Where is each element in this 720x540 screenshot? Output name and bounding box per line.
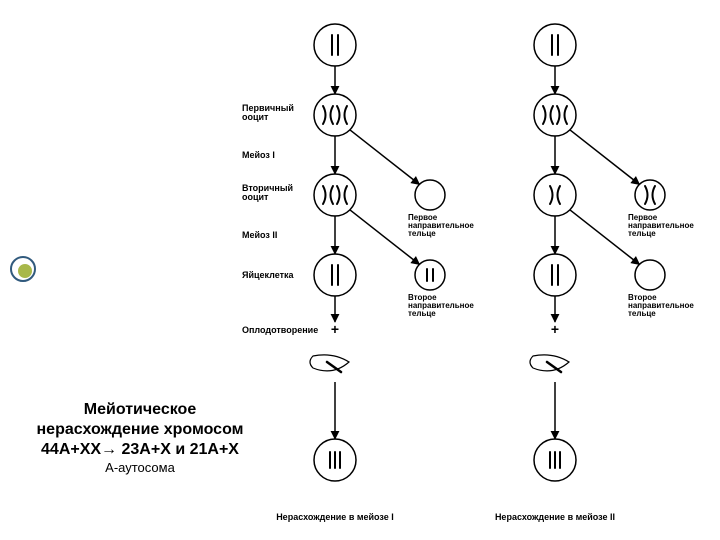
svg-text:Мейоз II: Мейоз II	[242, 230, 277, 240]
svg-text:Первичныйооцит: Первичныйооцит	[242, 103, 294, 122]
svg-text:Вторичныйооцит: Вторичныйооцит	[242, 183, 293, 202]
svg-text:Нерасхождение в мейозе II: Нерасхождение в мейозе II	[495, 512, 615, 522]
title-block: Мейотическое нерасхождение хромосом 44A+…	[20, 400, 260, 476]
title-sub: A-аутосома	[20, 460, 260, 476]
title-line-2: нерасхождение хромосом	[20, 420, 260, 440]
svg-text:Яйцеклетка: Яйцеклетка	[242, 270, 295, 280]
svg-text:Второенаправительноетельце: Второенаправительноетельце	[408, 293, 474, 318]
title-line-3: 44A+XX→ 23A+X и 21A+X	[20, 440, 260, 460]
svg-text:Первоенаправительноетельце: Первоенаправительноетельце	[408, 213, 474, 238]
svg-text:Первоенаправительноетельце: Первоенаправительноетельце	[628, 213, 694, 238]
svg-text:Мейоз I: Мейоз I	[242, 150, 275, 160]
svg-text:+: +	[331, 321, 339, 337]
title-line-1: Мейотическое	[20, 400, 260, 420]
svg-text:Оплодотворение: Оплодотворение	[242, 325, 318, 335]
meiosis-diagram: Первичныйооцит Мейоз I Вторичныйооцит Перво…	[240, 0, 720, 540]
page: Мейотическое нерасхождение хромосом 44A+…	[0, 0, 720, 540]
svg-text:Нерасхождение в мейозе I: Нерасхождение в мейозе I	[276, 512, 394, 522]
svg-text:+: +	[551, 321, 559, 337]
bullet-inner	[18, 264, 32, 278]
svg-text:Второенаправительноетельце: Второенаправительноетельце	[628, 293, 694, 318]
